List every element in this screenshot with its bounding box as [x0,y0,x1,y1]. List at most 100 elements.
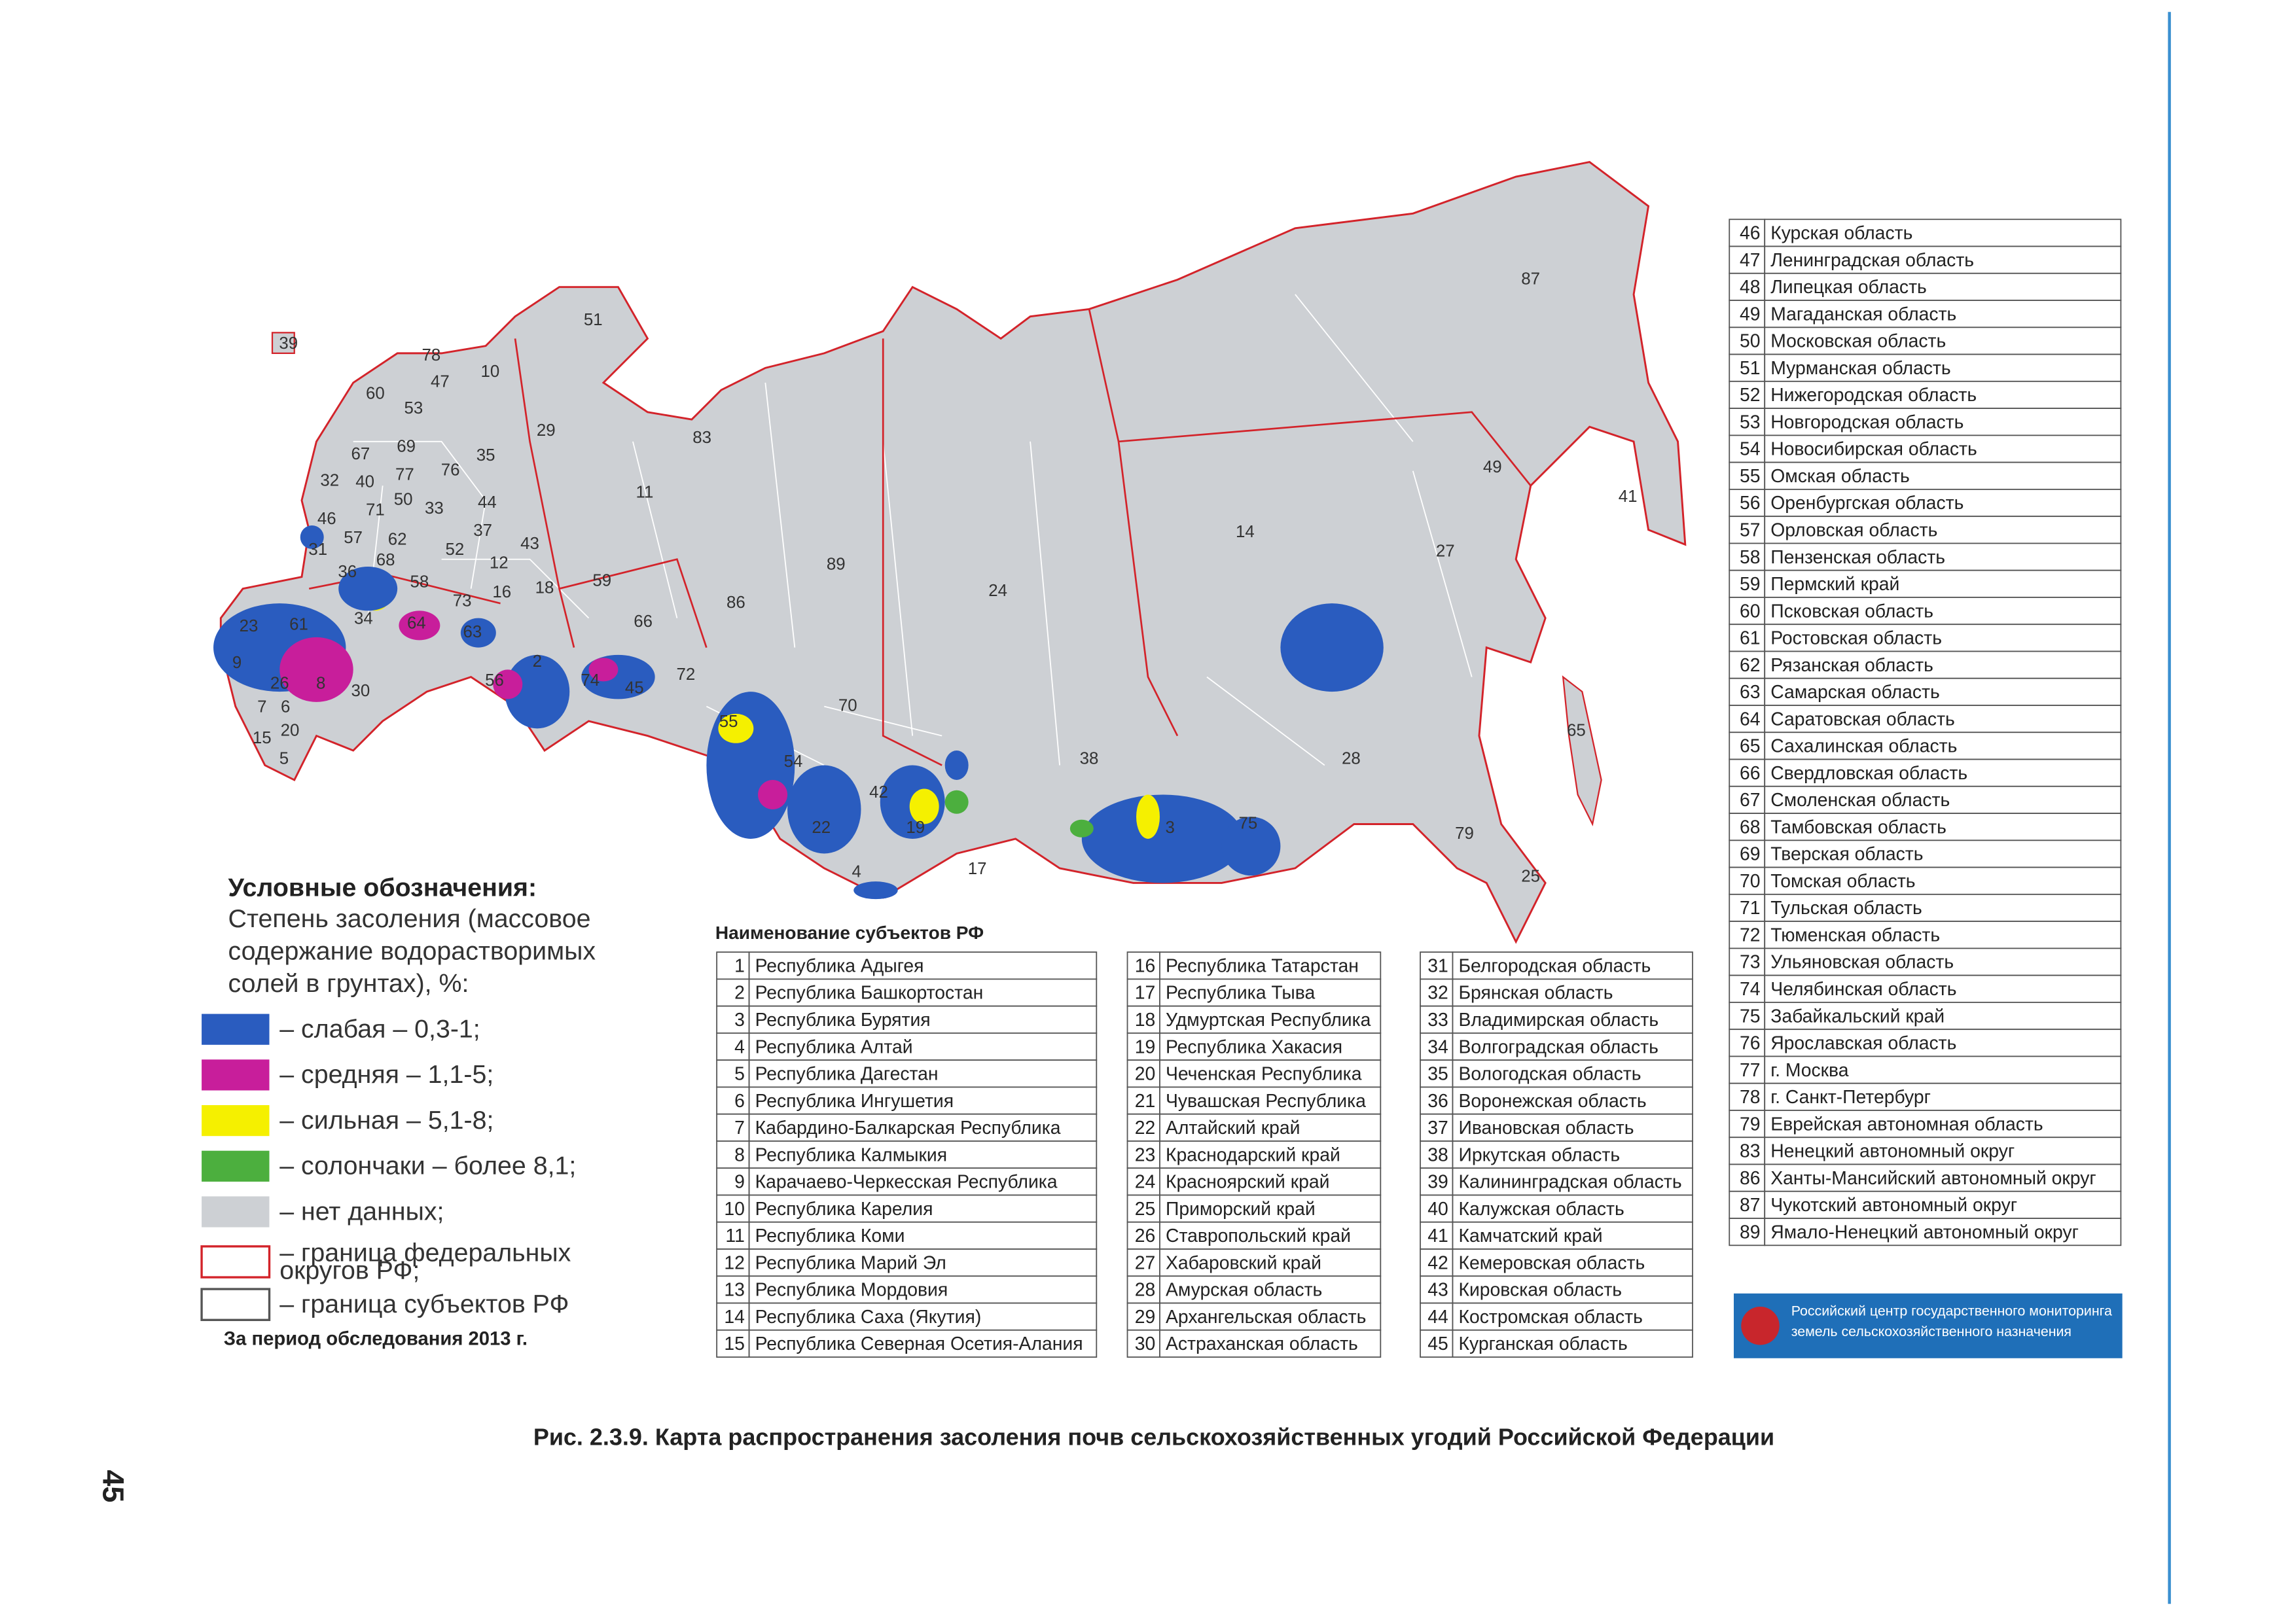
table-cell [1420,1275,1454,1304]
map-label: 17 [968,860,987,878]
table-cell [1729,542,1766,571]
map-label: 23 [240,617,259,635]
table-cell [1452,1275,1693,1304]
table-cell [716,1167,750,1196]
table-cell [1420,1033,1454,1061]
table-cell [1729,327,1766,355]
table-cell [1452,1086,1693,1115]
row-number: 48 [1740,277,1761,298]
row-name: Забайкальский край [1770,1006,1945,1027]
salinity-patch [279,637,353,702]
map-label: 7 [257,698,266,716]
row-number: 2 [734,983,745,1004]
map-label: 55 [719,713,738,731]
salinity-patch [853,881,898,900]
map-label: 51 [584,311,603,329]
table-cell [748,1167,1098,1196]
map-label: 65 [1567,722,1586,740]
map-label: 83 [692,429,711,447]
legend-label: округов РФ; [279,1256,420,1284]
table-cell [1729,839,1766,868]
row-number: 43 [1427,1280,1448,1301]
table-cell [748,1005,1098,1034]
legend-label: – граница федеральных [279,1238,571,1267]
map-label: 41 [1619,487,1638,506]
legend-label: – солончаки – более 8,1; [279,1152,576,1180]
row-number: 77 [1740,1060,1761,1081]
table-cell [1764,947,2122,976]
map-label: 77 [395,465,414,484]
table-cell [748,1140,1098,1169]
map-label: 49 [1483,458,1502,476]
island-shape [271,332,295,355]
table-cell [748,1086,1098,1115]
table-cell [1729,1110,1766,1139]
table-cell [1159,1329,1382,1358]
row-number: 64 [1740,709,1761,730]
table-cell [1159,1302,1382,1331]
row-name: Карачаево-Черкесская Республика [755,1172,1058,1193]
map-label: 28 [1342,749,1361,768]
table-cell [1764,839,2122,868]
row-number: 25 [1135,1199,1156,1220]
table-cell [1159,1167,1382,1196]
table-cell [1764,300,2122,328]
row-name: Костромская область [1458,1307,1642,1328]
row-number: 54 [1740,439,1761,460]
table-cell [1729,461,1766,490]
row-number: 41 [1427,1226,1448,1246]
map-label: 50 [394,491,413,509]
map-label: 12 [490,554,509,572]
map-label: 60 [366,385,385,403]
row-number: 26 [1135,1226,1156,1246]
table-cell [716,1221,750,1250]
row-name: Саратовская область [1770,709,1955,730]
map-label: 69 [397,438,416,456]
table-cell [1729,569,1766,598]
table-cell [1159,1275,1382,1304]
legend-subtitle: Степень засоления (массовое [228,904,591,933]
table-cell [716,1005,750,1034]
row-number: 53 [1740,412,1761,433]
table-cell [1764,597,2122,626]
legend-swatch [200,1245,271,1279]
table-cell [1764,893,2122,923]
row-name: Республика Дагестан [755,1064,939,1085]
table-cell [1764,1110,2122,1139]
map-label: 6 [281,698,290,716]
map-label: 66 [634,612,653,631]
row-name: Камчатский край [1458,1226,1602,1246]
legend-swatch [202,1150,270,1182]
row-number: 67 [1740,790,1761,811]
row-number: 32 [1427,983,1448,1004]
row-name: Воронежская область [1458,1091,1646,1112]
table-cell [1159,1033,1382,1061]
row-name: Республика Коми [755,1226,905,1246]
table-cell [1764,408,2122,436]
table-cell [716,1275,750,1304]
row-number: 7 [734,1118,745,1139]
table-cell [1764,1190,2122,1219]
map-label: 2 [533,652,542,671]
row-name: Нижегородская область [1770,385,1977,406]
legend-label: – граница субъектов РФ [279,1290,569,1318]
row-name: Республика Хакасия [1166,1036,1342,1057]
map-label: 75 [1239,814,1258,832]
row-number: 63 [1740,682,1761,703]
logo-box [1733,1293,2123,1358]
table-cell [1452,1140,1693,1169]
table-cell [1452,1248,1693,1277]
table-cell [748,1275,1098,1304]
row-number: 78 [1740,1087,1761,1108]
row-number: 69 [1740,844,1761,865]
map-label: 86 [726,593,745,612]
row-name: Рязанская область [1770,655,1933,676]
country-shape [219,160,1687,944]
map-label: 58 [410,573,429,592]
table-cell [1764,516,2122,544]
table-cell [1729,245,1766,274]
row-name: Ивановская область [1458,1118,1634,1139]
legend-title: Условные обозначения: [228,874,537,902]
row-name: Курганская область [1458,1333,1627,1354]
